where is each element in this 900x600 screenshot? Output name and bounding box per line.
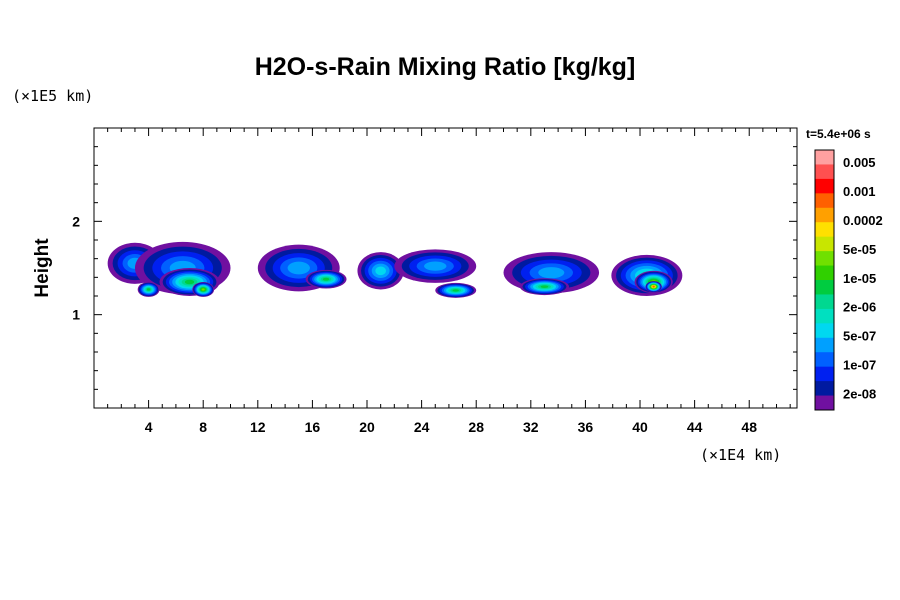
- rain-contour: [146, 288, 151, 291]
- rain-cell: [645, 281, 662, 293]
- colorbar-label: 5e-07: [843, 329, 876, 344]
- colorbar-swatch: [815, 352, 834, 368]
- rain-contour: [375, 266, 387, 276]
- colorbar-swatch: [815, 323, 834, 339]
- x-tick-label: 20: [359, 419, 375, 435]
- rain-contour: [424, 261, 447, 271]
- rain-contour: [201, 288, 205, 291]
- colorbar-label: 2e-08: [843, 386, 876, 401]
- colorbar-swatch: [815, 395, 834, 411]
- y-tick-label: 2: [72, 213, 80, 229]
- colorbar-swatch: [815, 236, 834, 252]
- colorbar-label: 2e-06: [843, 300, 876, 315]
- colorbar-swatch: [815, 207, 834, 223]
- colorbar-swatch: [815, 251, 834, 267]
- x-tick-label: 16: [305, 419, 321, 435]
- rain-contour: [652, 285, 655, 288]
- x-tick-label: 32: [523, 419, 539, 435]
- colorbar-label: 0.0002: [843, 213, 883, 228]
- rain-cell: [394, 249, 477, 283]
- x-tick-label: 8: [199, 419, 207, 435]
- colorbar-swatch: [815, 308, 834, 324]
- plot-frame: [93, 127, 798, 409]
- rain-contour: [538, 267, 565, 279]
- colorbar-swatch: [815, 366, 834, 382]
- rain-contour: [184, 279, 195, 285]
- rain-contour: [540, 285, 549, 288]
- x-tick-label: 36: [578, 419, 594, 435]
- x-tick-label: 44: [687, 419, 703, 435]
- colorbar-swatch: [815, 178, 834, 194]
- y-unit-label: (×1E5 km): [12, 87, 93, 105]
- rain-field: [107, 241, 683, 298]
- chart-title: H2O-s-Rain Mixing Ratio [kg/kg]: [255, 53, 636, 81]
- rain-contour: [287, 261, 310, 275]
- colorbar-swatch: [815, 280, 834, 295]
- x-unit-label: (×1E4 km): [700, 446, 781, 464]
- colorbar-swatch: [815, 294, 834, 310]
- y-tick-label: 1: [72, 307, 80, 323]
- x-tick-label: 4: [145, 419, 153, 435]
- rain-cell: [519, 278, 570, 296]
- colorbar-label: 5e-05: [843, 242, 876, 257]
- x-tick-label: 12: [250, 419, 266, 435]
- x-tick-label: 24: [414, 419, 430, 435]
- colorbar-frame: [814, 149, 835, 411]
- time-label: t=5.4e+06 s: [806, 127, 871, 141]
- rain-cell: [435, 282, 477, 298]
- x-tick-label: 48: [741, 419, 757, 435]
- colorbar-swatch: [815, 381, 834, 397]
- rain-cell: [357, 252, 404, 290]
- x-tick-label: 40: [632, 419, 648, 435]
- colorbar-swatch: [815, 150, 834, 165]
- y-axis: 12: [72, 146, 797, 390]
- x-tick-label: 28: [468, 419, 484, 435]
- colorbar: 0.005 0.001 0.0002 5e-05 1e-05 2e-06 5e-07 1e-0…: [814, 149, 883, 411]
- colorbar-swatch: [815, 164, 834, 180]
- rain-cell: [192, 282, 215, 297]
- y-axis-label: Height: [32, 238, 53, 298]
- colorbar-label: 0.005: [843, 155, 876, 170]
- colorbar-swatch: [815, 222, 834, 238]
- colorbar-swatch: [815, 193, 834, 209]
- colorbar-label: 1e-05: [843, 271, 876, 286]
- colorbar-label: 0.001: [843, 184, 876, 199]
- x-axis: 4 8 12 16 20 24 28 32 36 40 44 48: [107, 128, 791, 435]
- rain-contour: [452, 289, 459, 292]
- colorbar-swatch: [815, 337, 834, 353]
- rain-cell: [137, 282, 160, 297]
- colorbar-label: 1e-07: [843, 357, 876, 372]
- rain-cell: [305, 269, 347, 289]
- rain-contour: [322, 277, 330, 281]
- colorbar-swatch: [815, 265, 834, 281]
